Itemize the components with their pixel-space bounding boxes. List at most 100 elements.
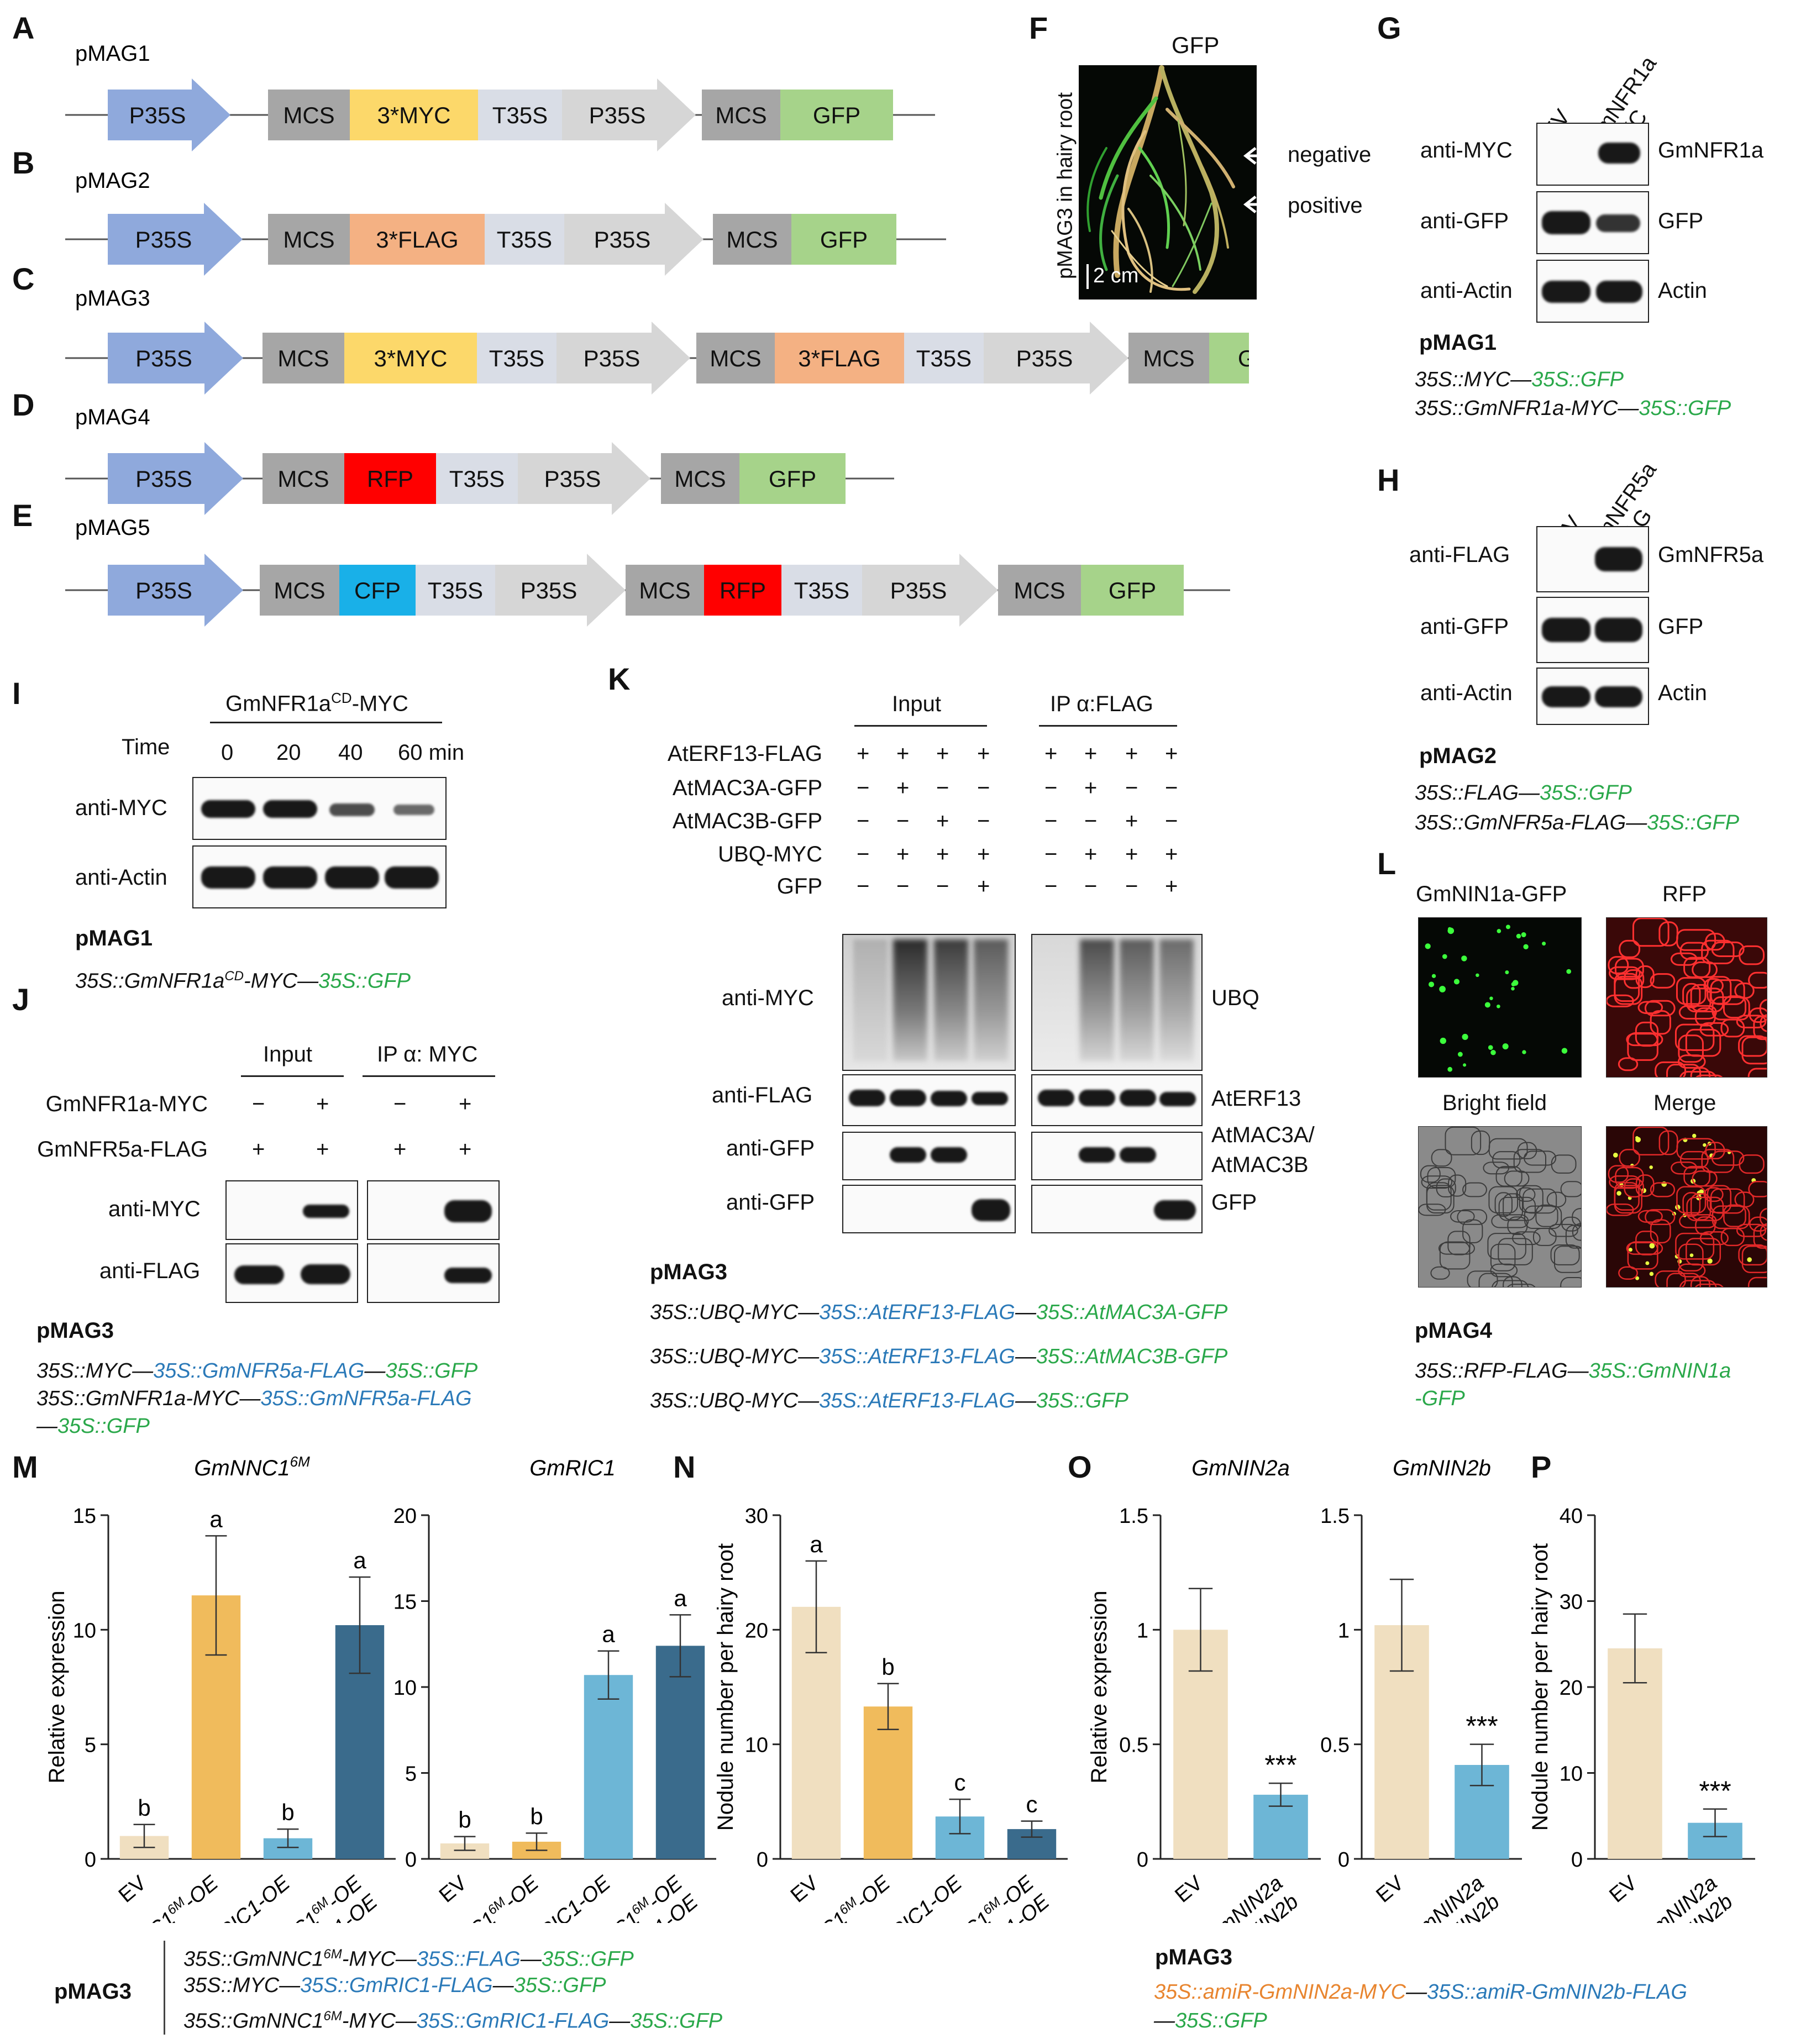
k-ip: IP α:FLAG <box>1050 692 1153 716</box>
k-blot-input-ubq <box>842 934 1016 1071</box>
j-construct-1: 35S::GmNFR1a-MYC—35S::GmNFR5a-FLAG <box>36 1387 472 1410</box>
chart-title: GmNIN2b <box>1393 1456 1491 1480</box>
part-label: MCS <box>639 577 690 603</box>
part-label: T35S <box>449 466 505 492</box>
k-target-1: AtERF13 <box>1211 1086 1301 1111</box>
condition-mark: − <box>1125 874 1138 898</box>
condition-mark: − <box>1044 776 1058 800</box>
vector-name-5: pMAG5 <box>75 516 150 540</box>
promoter-arrow <box>108 554 243 627</box>
significance-label: a <box>353 1547 366 1573</box>
significance-label: b <box>458 1807 471 1833</box>
promoter-arrow <box>108 442 243 515</box>
h-target-0: GmNFR5a <box>1658 543 1764 567</box>
k-target-0: UBQ <box>1211 986 1259 1010</box>
part-label: GFP <box>813 102 860 128</box>
y-tick-label: 1.5 <box>1119 1505 1148 1528</box>
k-ab-0: anti-MYC <box>722 986 814 1010</box>
l-construct-0: 35S::RFP-FLAG—35S::GmNIN1a <box>1415 1359 1731 1383</box>
part-label: CFP <box>354 577 401 603</box>
y-tick-label: 40 <box>1560 1505 1583 1528</box>
flag-box <box>350 214 485 265</box>
j-ip-rule <box>363 1075 495 1077</box>
chart-O-3: 0 0.5 1 1.5 GmNIN2a Relative expression EV *** a… <box>1087 1456 1321 1923</box>
condition-label: UBQ-MYC <box>718 842 822 866</box>
l-brightfield-image <box>1418 1126 1582 1288</box>
significance-label: b <box>530 1803 543 1829</box>
panel-label-m: M <box>12 1449 38 1484</box>
k-construct-1: 35S::UBQ-MYC—35S::AtERF13-FLAG—35S::AtMA… <box>650 1345 1228 1368</box>
part-label: MCS <box>283 227 334 253</box>
condition-mark: + <box>1165 874 1178 898</box>
significance-label: *** <box>1699 1775 1731 1806</box>
h-construct-0: 35S::FLAG—35S::GFP <box>1415 781 1632 805</box>
k-blot-ip-ubq <box>1031 934 1203 1071</box>
condition-mark: + <box>316 1092 329 1116</box>
promoter-arrow <box>108 203 243 276</box>
k-blot-input-mac3 <box>842 1132 1016 1180</box>
condition-mark: + <box>1125 842 1138 866</box>
o-caption-1: —35S::GFP <box>1154 2009 1267 2032</box>
significance-label: c <box>1026 1791 1038 1817</box>
i-myc-band <box>329 803 375 816</box>
t35s-box <box>416 565 495 616</box>
g-construct-0: 35S::MYC—35S::GFP <box>1415 368 1624 391</box>
gfp-box <box>780 90 893 140</box>
x-tick-label: GmNNC16M-OE <box>95 1870 223 1923</box>
y-tick-label: 10 <box>393 1677 417 1700</box>
i-time-2: 40 <box>338 740 363 765</box>
mcs-box <box>268 90 350 140</box>
rfp-box <box>344 453 436 504</box>
condition-mark: − <box>896 874 910 898</box>
significance-label: a <box>810 1531 823 1557</box>
part-label: P35S <box>129 102 186 128</box>
mcs-box <box>260 565 339 616</box>
significance-label: a <box>209 1506 223 1532</box>
g-target-1: GFP <box>1658 209 1704 233</box>
condition-label: AtMAC3B-GFP <box>672 809 822 833</box>
part-label: T35S <box>428 577 483 603</box>
mcs-box <box>713 214 791 265</box>
k-target-2b: AtMAC3B <box>1211 1153 1309 1177</box>
l-tile-label-0: GmNIN1a-GFP <box>1416 882 1567 906</box>
g-blot-gfp <box>1536 191 1649 254</box>
condition-mark: − <box>1165 809 1178 833</box>
panel-label-n: N <box>673 1449 696 1484</box>
x-tick-label: EV <box>1605 1871 1641 1907</box>
panel-label-l: L <box>1377 846 1397 881</box>
panel-label-f: F <box>1029 10 1048 45</box>
p35s-arrow <box>518 442 650 515</box>
m-caption-1: 35S::MYC—35S::GmRIC1-FLAG—35S::GFP <box>183 1974 606 1997</box>
significance-label: c <box>954 1769 966 1795</box>
y-tick-label: 0 <box>85 1848 96 1872</box>
m-vector: pMAG3 <box>54 1979 132 2004</box>
hairy-root-drawing <box>1086 65 1235 294</box>
part-label: 3*MYC <box>374 345 447 371</box>
condition-mark: − <box>1084 809 1098 833</box>
k-ab-1: anti-FLAG <box>712 1083 813 1107</box>
g-target-2: Actin <box>1658 279 1707 303</box>
t35s-box <box>477 333 556 383</box>
h-target-1: GFP <box>1658 614 1704 639</box>
j-construct-2: —35S::GFP <box>36 1415 150 1438</box>
part-label: GFP <box>1109 577 1156 603</box>
chart-N-2: 0 10 20 30 Nodule number per hairy root a EV b G… <box>713 1505 1068 1923</box>
m-caption-0: 35S::GmNNC16M-MYC—35S::FLAG—35S::GFP <box>183 1947 634 1971</box>
part-label: MCS <box>1143 345 1194 371</box>
condition-mark: − <box>936 874 949 898</box>
part-label: MCS <box>674 466 726 492</box>
p35s-arrow <box>564 203 704 276</box>
p35s-arrow <box>562 78 696 151</box>
condition-mark: + <box>977 842 990 866</box>
condition-mark: − <box>1044 874 1058 898</box>
i-header-rule <box>210 722 442 723</box>
condition-mark: + <box>1084 842 1098 866</box>
chart-M-1: 05101520GmRIC1bEVbGmNNC16M-OEaGmRIC1-OEa… <box>393 1456 716 1923</box>
h-blot-gfp <box>1536 597 1649 663</box>
g-ab-2: anti-Actin <box>1420 279 1513 303</box>
y-tick-label: 5 <box>405 1763 417 1786</box>
y-tick-label: 20 <box>1560 1677 1583 1700</box>
j-blot-input-myc <box>225 1180 358 1240</box>
condition-mark: + <box>936 742 949 766</box>
part-label: P35S <box>594 227 651 253</box>
